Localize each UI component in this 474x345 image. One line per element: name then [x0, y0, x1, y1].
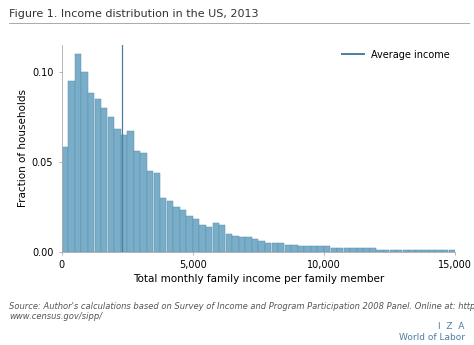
Bar: [94, 99, 101, 252]
Bar: [173, 207, 180, 252]
Bar: [193, 219, 199, 252]
Bar: [370, 248, 376, 252]
Bar: [330, 248, 337, 252]
Bar: [285, 245, 291, 252]
Bar: [160, 198, 166, 252]
Bar: [140, 153, 147, 252]
Bar: [364, 248, 370, 252]
Bar: [75, 54, 81, 252]
Bar: [154, 172, 160, 252]
Bar: [167, 201, 173, 252]
Bar: [448, 250, 455, 252]
Bar: [324, 246, 330, 252]
Text: Source: Author's calculations based on Survey of Income and Program Participatio: Source: Author's calculations based on S…: [9, 302, 474, 321]
Bar: [232, 236, 238, 252]
Bar: [383, 250, 389, 252]
Legend: Average income: Average income: [342, 50, 450, 60]
Bar: [396, 250, 402, 252]
Bar: [226, 234, 232, 252]
Bar: [239, 237, 245, 252]
Bar: [436, 250, 442, 252]
Bar: [344, 248, 350, 252]
Bar: [429, 250, 435, 252]
Bar: [416, 250, 422, 252]
Bar: [186, 216, 192, 252]
Bar: [258, 241, 265, 252]
Bar: [128, 131, 134, 252]
Text: I  Z  A
World of Labor: I Z A World of Labor: [399, 322, 465, 342]
Bar: [357, 248, 363, 252]
Text: Figure 1. Income distribution in the US, 2013: Figure 1. Income distribution in the US,…: [9, 9, 259, 19]
Bar: [147, 171, 153, 252]
Bar: [246, 237, 252, 252]
Bar: [82, 72, 88, 252]
Bar: [68, 81, 74, 252]
Bar: [318, 246, 324, 252]
Bar: [108, 117, 114, 252]
Bar: [442, 250, 448, 252]
Bar: [390, 250, 396, 252]
X-axis label: Total monthly family income per family member: Total monthly family income per family m…: [133, 274, 384, 284]
Bar: [272, 243, 278, 252]
Bar: [409, 250, 416, 252]
Bar: [62, 147, 68, 252]
Bar: [304, 246, 310, 252]
Bar: [403, 250, 409, 252]
Bar: [422, 250, 428, 252]
Bar: [376, 250, 383, 252]
Bar: [219, 225, 226, 252]
Bar: [212, 223, 219, 252]
Bar: [350, 248, 356, 252]
Y-axis label: Fraction of households: Fraction of households: [18, 89, 27, 207]
Bar: [278, 243, 284, 252]
Bar: [180, 210, 186, 252]
Bar: [311, 246, 317, 252]
Bar: [206, 227, 212, 252]
Bar: [291, 245, 298, 252]
Bar: [265, 243, 271, 252]
Bar: [114, 129, 120, 252]
Bar: [101, 108, 108, 252]
Bar: [121, 135, 127, 252]
Bar: [252, 239, 258, 252]
Bar: [337, 248, 344, 252]
Bar: [200, 225, 206, 252]
Bar: [298, 246, 304, 252]
Bar: [88, 93, 94, 252]
Bar: [134, 151, 140, 252]
